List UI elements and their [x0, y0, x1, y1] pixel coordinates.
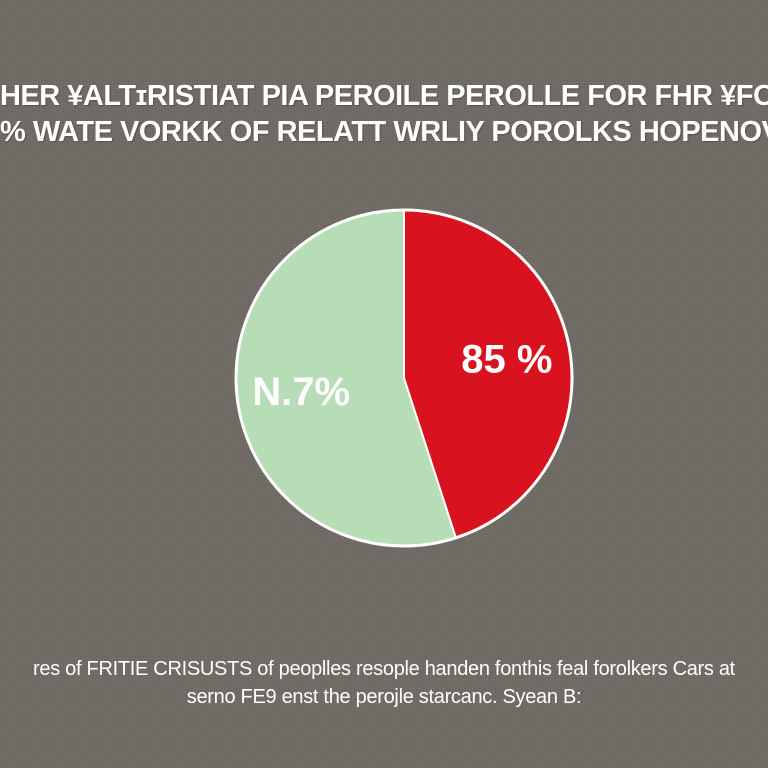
- pie-slice-label-2: 85 %: [461, 337, 552, 381]
- pie-outline: [234, 208, 574, 548]
- chart-caption-line-2: serno FE9 enst the perojle starcanc. Sye…: [186, 686, 582, 708]
- chart-title: HER ¥ALTɪRISTIAT PIA PEROILE PEROLLE FOR…: [0, 78, 768, 150]
- chart-title-line-2: % WATE VORKK OF RELATT WRLIY POROLKS HOP…: [0, 116, 768, 148]
- pie-slice-label-1: N.7%: [252, 370, 350, 414]
- chart-caption-line-1: res of FRITIE CRISUSTS of peoplles resop…: [33, 658, 735, 680]
- chart-title-line-1: HER ¥ALTɪRISTIAT PIA PEROILE PEROLLE FOR…: [0, 80, 768, 112]
- chart-caption: res of FRITIE CRISUSTS of peoplles resop…: [0, 655, 768, 711]
